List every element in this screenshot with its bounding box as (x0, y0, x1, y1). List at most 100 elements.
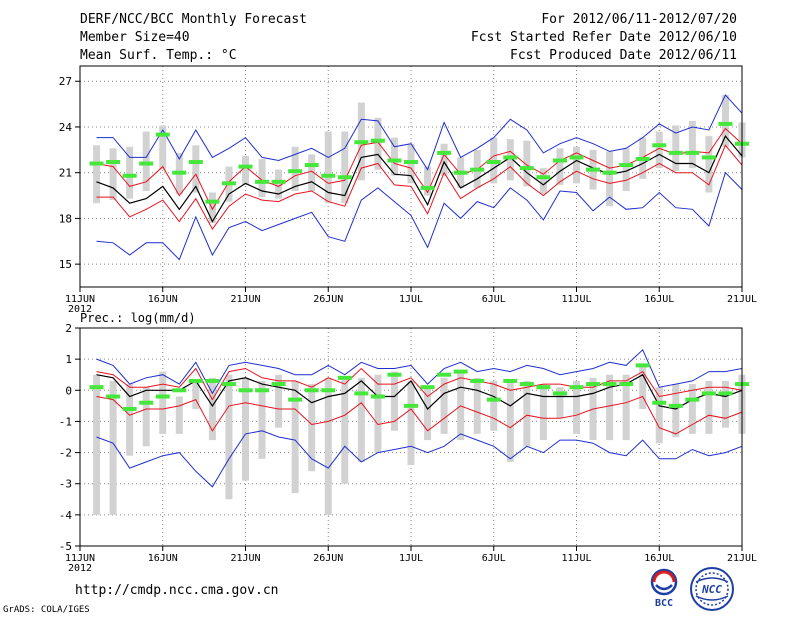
obs-range-bar (390, 137, 398, 176)
obs-marker (420, 185, 435, 190)
obs-range-bar (490, 380, 498, 431)
obs-range-bar (523, 380, 531, 447)
ncc-logo-text: NCC (701, 583, 722, 596)
obs-marker (205, 378, 220, 383)
obs-range-bar (275, 169, 283, 199)
obs-range-bar (424, 387, 432, 441)
x-tick-label: 21JUL (727, 553, 757, 564)
obs-marker (238, 388, 253, 393)
obs-marker (536, 175, 551, 180)
grads-credit: GrADS: COLA/IGES (3, 605, 90, 615)
obs-range-bar (275, 374, 283, 428)
obs-range-bar (655, 131, 663, 169)
ncc-logo: NCC (690, 567, 734, 611)
obs-range-bar (440, 143, 448, 176)
obs-range-bar (688, 120, 696, 169)
obs-range-bar (539, 168, 547, 195)
x-tick-label: 26JUN (313, 553, 343, 564)
obs-marker (552, 158, 567, 163)
x-tick-label: 21JUN (230, 294, 260, 305)
x-tick-label: 1JUL (399, 294, 423, 305)
obs-range-bar (159, 125, 167, 170)
obs-marker (387, 372, 402, 377)
obs-marker (155, 394, 170, 399)
obs-range-bar (291, 146, 299, 191)
obs-marker (172, 388, 187, 393)
obs-marker (106, 394, 121, 399)
obs-range-bar (407, 380, 415, 466)
x-tick-label: 16JUL (644, 294, 674, 305)
obs-range-bar (523, 140, 531, 187)
obs-marker (602, 170, 617, 175)
y-tick-label: -2 (59, 447, 72, 460)
obs-marker (619, 163, 634, 168)
x-tick-label: 26JUN (313, 294, 343, 305)
x-tick-label: 11JUN (65, 553, 95, 564)
obs-range-bar (258, 158, 266, 198)
obs-range-bar (308, 384, 316, 472)
obs-marker (552, 391, 567, 396)
obs-marker (453, 369, 468, 374)
series-lower-line (96, 144, 743, 231)
obs-marker (139, 161, 154, 166)
obs-range-bar (672, 384, 680, 437)
obs-marker (404, 403, 418, 408)
obs-range-bar (573, 146, 580, 184)
obs-marker (304, 163, 319, 168)
obs-marker (569, 155, 584, 160)
footer-url[interactable]: http://cmdp.ncc.cma.gov.cn (75, 583, 279, 598)
obs-range-bar (473, 377, 481, 434)
obs-marker (519, 166, 534, 171)
obs-marker (486, 160, 501, 165)
obs-marker (718, 121, 733, 126)
obs-marker (404, 160, 418, 165)
obs-marker (668, 403, 683, 408)
obs-range-bar (573, 380, 580, 434)
obs-range-bar (126, 384, 134, 456)
obs-marker (89, 385, 104, 390)
obs-marker (304, 388, 319, 393)
series-max-line (96, 94, 743, 171)
obs-marker (271, 382, 286, 387)
obs-range-bar (721, 94, 729, 147)
obs-range-bar (374, 374, 382, 453)
member-size: Member Size=40 (80, 30, 190, 45)
obs-range-bar (93, 374, 101, 515)
series-max-line (96, 348, 743, 395)
obs-marker (470, 167, 485, 172)
obs-range-bar (208, 192, 216, 223)
obs-marker (106, 160, 121, 165)
obs-marker (635, 363, 650, 368)
obs-range-bar (390, 371, 398, 431)
x-tick-label: 6JUL (482, 294, 506, 305)
obs-marker (255, 179, 270, 184)
obs-marker (288, 397, 303, 402)
obs-marker (271, 179, 286, 184)
obs-range-bar (93, 145, 101, 204)
series-min-line (96, 171, 743, 261)
obs-range-bar (606, 151, 614, 207)
y-tick-label: 0 (65, 384, 72, 397)
obs-marker (354, 140, 369, 145)
obs-range-bar (109, 380, 117, 515)
obs-marker (337, 375, 352, 380)
obs-range-bar (539, 384, 547, 441)
obs-marker (437, 372, 452, 377)
x-tick-label: 6JUL (482, 553, 506, 564)
obs-range-bar (424, 166, 432, 196)
obs-range-bar (308, 154, 316, 191)
obs-range-bar (506, 139, 514, 181)
series-upper-line (96, 127, 743, 211)
obs-marker (188, 160, 203, 165)
obs-marker (619, 382, 634, 387)
x-tick-label: 21JUN (230, 553, 260, 564)
obs-range-bar (142, 131, 150, 191)
y-tick-label: 2 (65, 322, 72, 335)
chart-title: DERF/NCC/BCC Monthly Forecast (80, 12, 307, 27)
obs-range-bar (440, 377, 448, 434)
obs-range-bar (622, 374, 630, 441)
obs-range-bar (258, 380, 266, 459)
y-tick-label: -3 (59, 478, 72, 491)
obs-range-bar (208, 377, 216, 441)
